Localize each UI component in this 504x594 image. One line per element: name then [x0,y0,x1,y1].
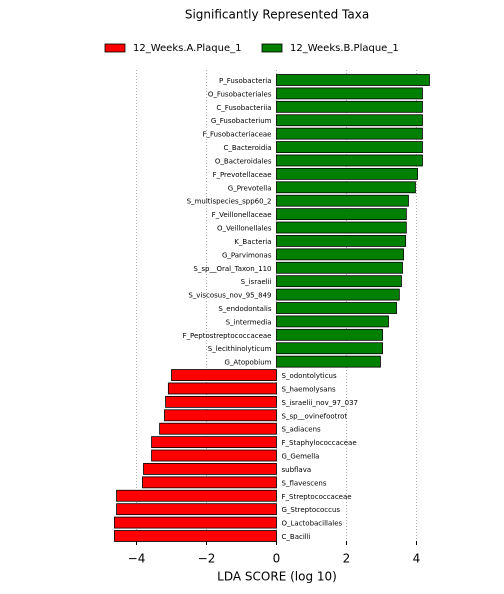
category-label: P_Fusobacteria [219,77,271,85]
category-label: subflava [282,466,312,474]
legend-swatch [104,43,126,53]
category-label: S_lecithinolyticum [208,345,272,353]
x-tick-label: 2 [343,552,351,566]
category-label: G_Gemella [282,453,320,461]
category-label: S_endodontalis [218,305,271,313]
category-label: O_Bacteroidales [215,157,272,165]
bar [276,288,400,301]
category-label: S_haemolysans [282,385,337,393]
category-label: G_Fusobacterium [211,117,272,125]
bar [276,248,404,261]
category-label: S_intermedia [226,318,272,326]
bar [276,194,409,207]
category-label: G_Streptococcus [282,506,341,514]
category-label: F_Peptostreptococcaceae [182,332,271,340]
bar [276,87,423,100]
category-label: S_israelii_nov_97_037 [282,399,358,407]
bar [276,208,407,221]
category-label: F_Staphylococcaceae [282,439,357,447]
bar [276,141,423,153]
bar [151,449,277,462]
category-label: S_israelii [241,278,272,286]
bar [276,235,407,247]
bar [276,114,423,127]
bar [276,275,402,288]
legend-label: 12_Weeks.A.Plaque_1 [133,43,242,54]
bar [276,261,403,274]
bar [276,355,381,368]
bar [276,221,407,234]
legend-label: 12_Weeks.B.Plaque_1 [290,43,399,54]
bar [276,315,389,328]
bar [165,395,277,408]
category-label: O_Veillonellales [217,225,272,233]
category-label: S_sp__Oral_Taxon_110 [193,265,271,273]
bar [164,409,277,422]
bar [114,516,277,529]
bar [276,342,383,355]
category-label: C_Fusobacteriia [216,104,271,112]
legend-swatch [261,43,283,53]
category-label: C_Bacilli [282,533,311,541]
category-label: S_sp__ovinefootrot [282,412,348,420]
chart-title: Significantly Represented Taxa [185,8,369,22]
category-label: S_viscosus_nov_95_849 [188,292,271,300]
bar [142,476,277,489]
bar [276,127,423,140]
category-label: G_Prevotella [228,184,272,192]
bar [276,100,423,113]
x-tick-label: 0 [273,552,281,566]
category-label: S_odontolyticus [282,372,337,380]
bar [143,463,277,475]
category-label: F_Streptococcaceae [282,493,352,501]
bar [276,167,418,180]
category-label: F_Fusobacteriaceae [202,131,271,139]
bar [276,302,397,314]
bar [276,74,430,86]
bar [151,436,277,449]
bar [171,369,277,381]
x-tick-label: −4 [128,552,146,566]
x-tick-label: 4 [413,552,421,566]
category-label: F_Veillonellaceae [212,211,272,219]
category-label: G_Parvimonas [222,251,272,259]
category-label: S_flavescens [282,479,327,487]
x-tick-label: −2 [198,552,216,566]
bar [276,154,423,167]
category-label: F_Prevotellaceae [212,171,271,179]
category-label: S_multispecies_spp60_2 [187,198,272,206]
category-label: G_Atopobium [225,359,272,367]
category-label: O_Fusobacteriales [208,90,272,98]
category-label: C_Bacteroidia [223,144,271,152]
category-label: O_Lactobacillales [282,520,343,528]
category-label: K_Bacteria [234,238,271,246]
bar [159,422,277,435]
category-label: S_adiacens [282,426,322,434]
bar [114,530,277,542]
bar [276,181,416,194]
bar [116,489,277,502]
x-axis-label: LDA SCORE (log 10) [217,570,337,584]
bar [167,382,277,395]
bar [276,328,383,341]
bar [116,503,277,516]
